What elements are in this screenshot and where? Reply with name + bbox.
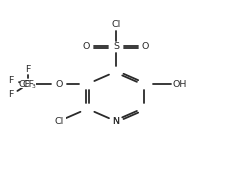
Text: O: O	[55, 79, 62, 88]
Bar	[6, 91, 16, 99]
Text: N: N	[113, 117, 119, 126]
Bar	[6, 76, 16, 84]
Text: O: O	[83, 42, 90, 52]
Bar	[20, 80, 36, 88]
Bar	[54, 80, 64, 88]
Bar	[52, 117, 66, 125]
Text: Cl: Cl	[54, 117, 63, 126]
Bar	[81, 43, 91, 51]
Text: F: F	[9, 76, 14, 85]
Bar	[23, 65, 33, 73]
Bar	[140, 43, 151, 51]
Text: CF: CF	[22, 79, 34, 88]
Text: O: O	[142, 42, 149, 52]
Bar	[21, 80, 35, 88]
Text: CF: CF	[18, 79, 30, 88]
Text: S: S	[113, 42, 119, 52]
Bar	[111, 43, 121, 51]
Text: OH: OH	[172, 79, 186, 88]
Text: N: N	[113, 117, 119, 126]
Text: F: F	[26, 65, 31, 74]
Text: 3: 3	[32, 84, 36, 89]
Text: Cl: Cl	[111, 20, 121, 29]
Text: F: F	[9, 90, 14, 99]
Bar	[111, 117, 121, 125]
Bar	[172, 80, 186, 88]
Bar	[111, 117, 121, 125]
Bar	[109, 21, 123, 29]
